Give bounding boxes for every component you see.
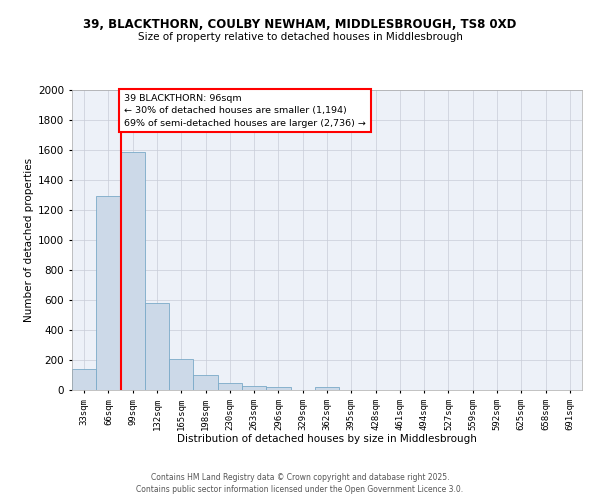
- Bar: [121, 152, 145, 390]
- Text: 39, BLACKTHORN, COULBY NEWHAM, MIDDLESBROUGH, TS8 0XD: 39, BLACKTHORN, COULBY NEWHAM, MIDDLESBR…: [83, 18, 517, 30]
- Y-axis label: Number of detached properties: Number of detached properties: [24, 158, 34, 322]
- Bar: [315, 387, 339, 390]
- Bar: [266, 387, 290, 390]
- X-axis label: Distribution of detached houses by size in Middlesbrough: Distribution of detached houses by size …: [177, 434, 477, 444]
- Bar: [218, 383, 242, 390]
- Text: 39 BLACKTHORN: 96sqm
← 30% of detached houses are smaller (1,194)
69% of semi-de: 39 BLACKTHORN: 96sqm ← 30% of detached h…: [124, 94, 366, 128]
- Bar: [193, 375, 218, 390]
- Bar: [242, 386, 266, 390]
- Bar: [145, 303, 169, 390]
- Text: Contains HM Land Registry data © Crown copyright and database right 2025.: Contains HM Land Registry data © Crown c…: [151, 472, 449, 482]
- Bar: [72, 369, 96, 390]
- Text: Size of property relative to detached houses in Middlesbrough: Size of property relative to detached ho…: [137, 32, 463, 42]
- Bar: [96, 196, 121, 390]
- Text: Contains public sector information licensed under the Open Government Licence 3.: Contains public sector information licen…: [136, 485, 464, 494]
- Bar: [169, 358, 193, 390]
